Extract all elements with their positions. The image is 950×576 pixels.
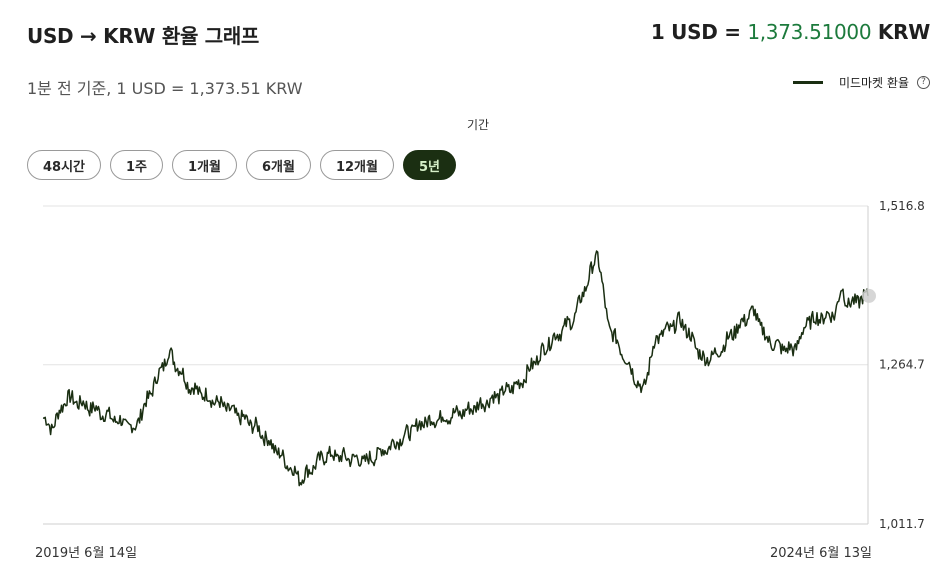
chart-legend: 미드마켓 환율 ? <box>792 74 930 91</box>
rate-value: 1,373.51000 <box>747 20 872 44</box>
page-title: USD → KRW 환율 그래프 <box>27 24 260 48</box>
y-tick-label: 1,264.7 <box>879 358 925 372</box>
period-button-5y[interactable]: 5년 <box>402 150 456 180</box>
rate-suffix: KRW <box>871 20 930 44</box>
period-button-1m[interactable]: 1개월 <box>172 150 237 180</box>
period-button-6m[interactable]: 6개월 <box>246 150 311 180</box>
x-start-label: 2019년 6월 14일 <box>35 546 138 561</box>
period-selector: 48시간 1주 1개월 6개월 12개월 5년 <box>27 150 456 180</box>
rate-subtitle: 1분 전 기준, 1 USD = 1,373.51 KRW <box>27 79 303 98</box>
series-line <box>42 250 869 487</box>
info-icon[interactable]: ? <box>917 76 930 89</box>
period-button-48h[interactable]: 48시간 <box>27 150 102 180</box>
y-tick-label: 1,516.8 <box>879 199 925 213</box>
y-tick-label: 1,011.7 <box>879 517 925 531</box>
rate-chart[interactable]: 1,516.8 1,264.7 1,011.7 <box>0 190 950 540</box>
period-button-1w[interactable]: 1주 <box>110 150 164 180</box>
current-point-marker[interactable] <box>862 288 876 303</box>
period-button-12m[interactable]: 12개월 <box>319 150 394 180</box>
rate-prefix: 1 USD = <box>650 20 748 44</box>
x-end-label: 2024년 6월 13일 <box>769 546 872 561</box>
legend-label: 미드마켓 환율 <box>838 76 909 90</box>
period-label: 기간 <box>466 118 490 132</box>
legend-line-swatch <box>792 81 823 84</box>
current-rate: 1 USD = 1,373.51000 KRW <box>651 20 930 44</box>
